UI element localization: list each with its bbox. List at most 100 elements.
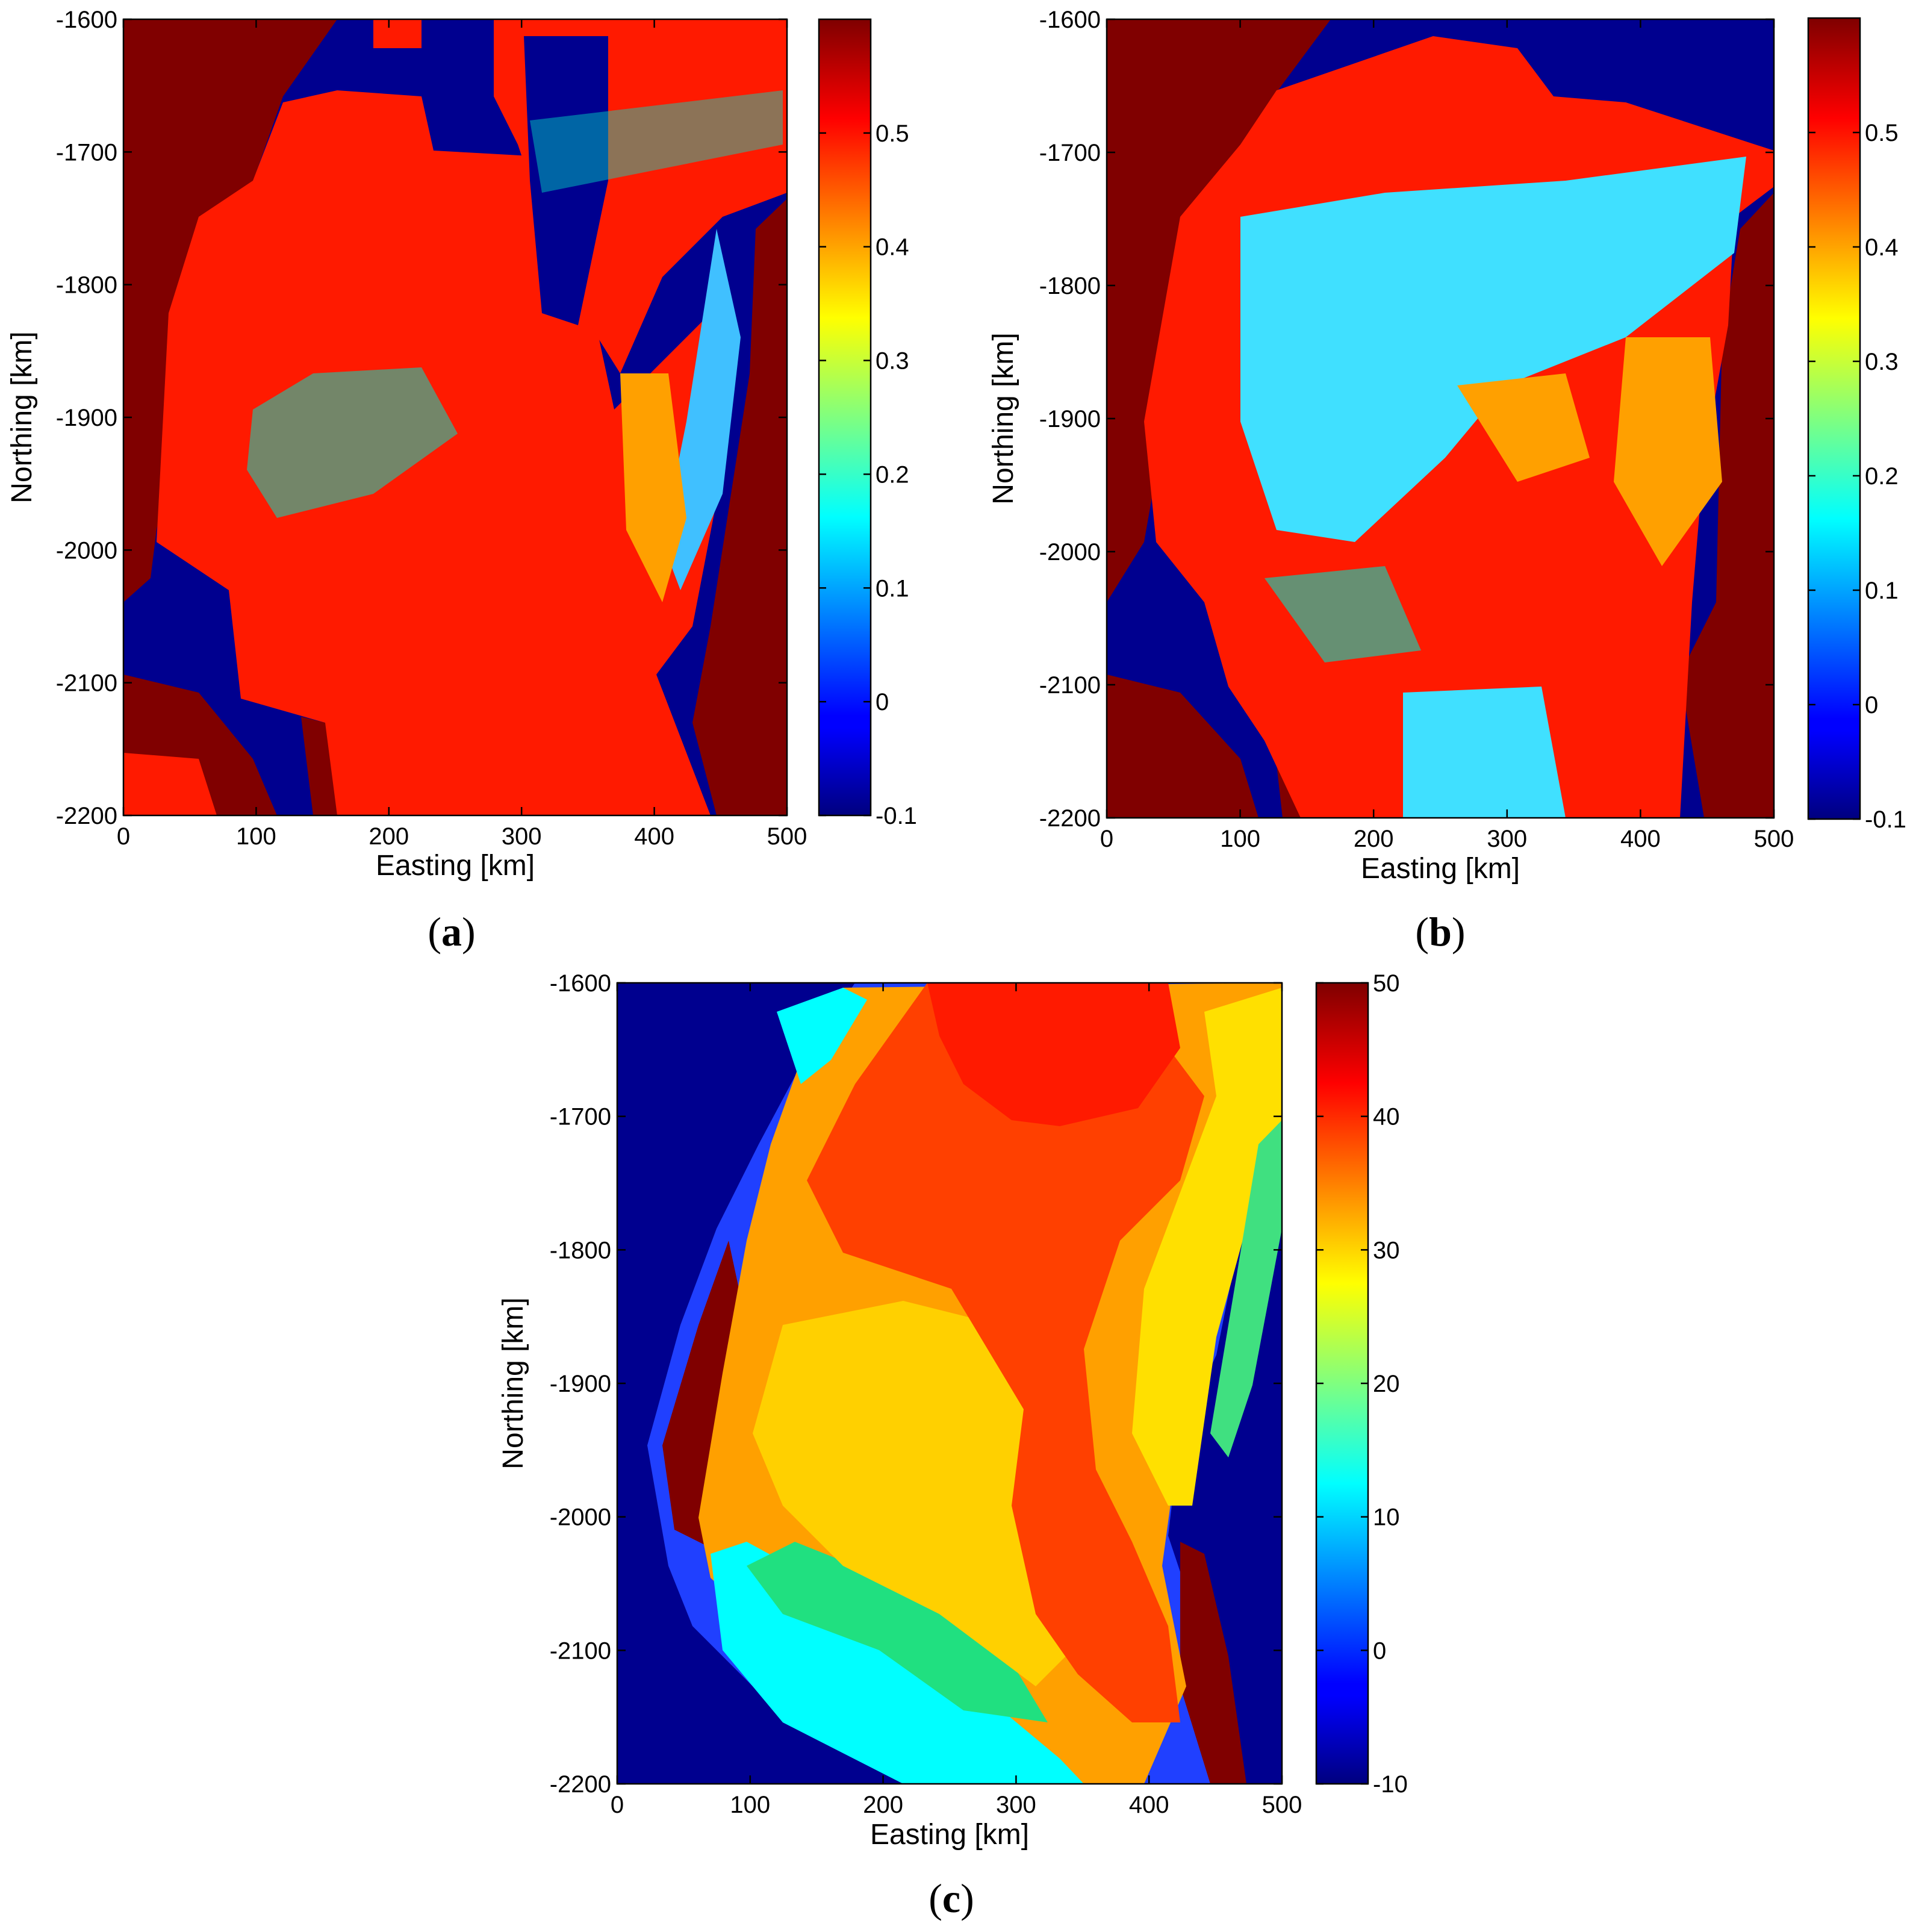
green-band-south <box>747 1542 1048 1722</box>
y-tick-label: -2200 <box>56 803 117 829</box>
panel-label-a: (a) <box>428 909 475 955</box>
colorbar-tick-label: 0.4 <box>1865 234 1899 261</box>
colorbar-tick-label: 0.3 <box>876 348 909 375</box>
colorbar-ticks-a: 0.5 0.4 0.3 0.2 0.1 0 -0.1 <box>819 120 917 829</box>
colorbar-tick-label: 0 <box>1865 692 1878 718</box>
y-tick-label: -1800 <box>56 272 117 299</box>
colorbar-tick-label: 30 <box>1373 1237 1400 1264</box>
axis-ticks-c: 0 100 200 300 400 500 -1600 -1700 -1800 -1900 -200… <box>550 970 1302 1818</box>
land-west <box>1107 19 1331 602</box>
y-axis-label-c: Northing [km] <box>497 1297 529 1469</box>
x-tick-label: 200 <box>863 1792 903 1818</box>
cyan-streaks-north <box>530 90 783 193</box>
land-west <box>662 1241 747 1548</box>
y-axis-label-b: Northing [km] <box>988 332 1019 504</box>
red-field-north <box>927 983 1180 1126</box>
x-axis-label-a: Easting [km] <box>376 850 535 882</box>
x-tick-label: 400 <box>1129 1792 1169 1818</box>
colorbar-tick-label: 40 <box>1373 1104 1400 1130</box>
x-tick-label: 200 <box>369 823 409 850</box>
panel-c: 0 100 200 300 400 500-1600-1700-1800-1900-200… <box>497 970 1408 1921</box>
x-tick-label: 300 <box>996 1792 1036 1818</box>
y-tick-label: -1900 <box>1039 406 1101 432</box>
x-tick-label: 500 <box>1754 826 1794 852</box>
colorbar-a <box>818 18 872 817</box>
x-axis-label-c: Easting [km] <box>870 1819 1029 1851</box>
land-southwest <box>1107 675 1258 818</box>
x-tick-label: 100 <box>1220 826 1260 852</box>
x-tick-label: 400 <box>1620 826 1661 852</box>
land-east <box>1680 193 1774 818</box>
x-tick-label: 500 <box>767 823 807 850</box>
red-field-southwest <box>123 753 217 815</box>
colorbar-c <box>1315 982 1369 1785</box>
orange-patch-east <box>1614 337 1722 566</box>
x-tick-label: 400 <box>634 823 674 850</box>
orange-patch-center <box>1457 373 1590 482</box>
y-tick-label: -1800 <box>550 1237 611 1264</box>
y-tick-label: -1700 <box>550 1104 611 1130</box>
colorbar-tick-label: 0.1 <box>876 575 909 602</box>
panel-b: 0 100 200 300 400 500 -1600 -1700 -1800 -1900 -200… <box>988 7 1906 955</box>
colorbar-tick-label: 20 <box>1373 1371 1400 1397</box>
ocean-notch <box>524 36 608 325</box>
x-tick-label: 300 <box>502 823 542 850</box>
x-tick-label: 300 <box>1487 826 1527 852</box>
y-tick-label: -1900 <box>56 405 117 431</box>
colorbar-tick-label: 0.5 <box>876 120 909 147</box>
x-tick-label: 0 <box>611 1792 624 1818</box>
colorbar-tick-label: 0.4 <box>876 234 909 261</box>
land-east <box>1180 1542 1246 1784</box>
colorbar-tick-label: 0.2 <box>876 461 909 488</box>
cyan-patch-southwest <box>1265 566 1421 662</box>
panel-label-c: (c) <box>929 1875 974 1921</box>
axis-ticks-a: 0 100 200 300 400 500 -1600 -1700 -1800 -1900 -200… <box>56 7 807 850</box>
yellow-field-southwest <box>753 1301 1072 1686</box>
cyan-field-south <box>1403 687 1566 818</box>
colorbar-tick-label: 50 <box>1373 970 1400 997</box>
y-tick-label: -2000 <box>1039 539 1101 566</box>
colorbar-tick-label: 0 <box>1373 1638 1386 1664</box>
y-tick-label: -2200 <box>1039 805 1101 832</box>
red-orange-field <box>807 983 1204 1722</box>
y-tick-label: -2100 <box>550 1638 611 1664</box>
colorbar-tick-label: -10 <box>1373 1771 1408 1798</box>
x-tick-label: 0 <box>117 823 130 850</box>
yellow-band-east <box>1132 988 1282 1506</box>
panel-a: 0 100 200 300 400 500 -1600 -1700 -1800 -1900 -200… <box>6 7 917 955</box>
colorbar-tick-label: 0.5 <box>1865 120 1899 146</box>
y-tick-label: -2100 <box>56 670 117 697</box>
axis-ticks-b: 0 100 200 300 400 500 -1600 -1700 -1800 -1900 -200… <box>1039 7 1794 852</box>
colorbar-ticks-c: 50 40 30 20 10 0 -10 <box>1316 970 1408 1798</box>
x-tick-label: 100 <box>236 823 276 850</box>
colorbar-b <box>1807 17 1861 820</box>
x-tick-label: 500 <box>1262 1792 1302 1818</box>
orange-patch-east <box>620 373 686 602</box>
heatmap-a <box>123 19 787 815</box>
cyan-streaks-west <box>247 367 458 518</box>
panel-label-b: (b) <box>1415 909 1465 955</box>
x-axis-label-b: Easting [km] <box>1361 853 1520 885</box>
colorbar-tick-label: 10 <box>1373 1504 1400 1531</box>
y-axis-label-a: Northing [km] <box>6 331 38 503</box>
red-field-main <box>157 90 723 815</box>
x-tick-label: 200 <box>1354 826 1394 852</box>
colorbar-tick-label: 0 <box>876 689 889 715</box>
x-tick-label: 0 <box>1100 826 1113 852</box>
green-band-east <box>1210 1120 1282 1457</box>
heatmap-c <box>617 983 1282 1784</box>
y-tick-label: -1600 <box>1039 7 1101 33</box>
y-tick-label: -1800 <box>1039 273 1101 299</box>
colorbar-ticks-b: 0.5 0.4 0.3 0.2 0.1 0 -0.1 <box>1808 120 1906 833</box>
y-tick-label: -1600 <box>550 970 611 997</box>
land-east <box>692 199 787 815</box>
x-tick-label: 100 <box>730 1792 770 1818</box>
colorbar-tick-label: 0.3 <box>1865 349 1899 375</box>
land-west <box>123 19 337 602</box>
cyan-field-center <box>1240 157 1746 542</box>
colorbar-tick-label: -0.1 <box>876 803 917 829</box>
colorbar-tick-label: 0.1 <box>1865 578 1899 604</box>
y-tick-label: -2000 <box>550 1504 611 1531</box>
y-tick-label: -2200 <box>550 1771 611 1798</box>
